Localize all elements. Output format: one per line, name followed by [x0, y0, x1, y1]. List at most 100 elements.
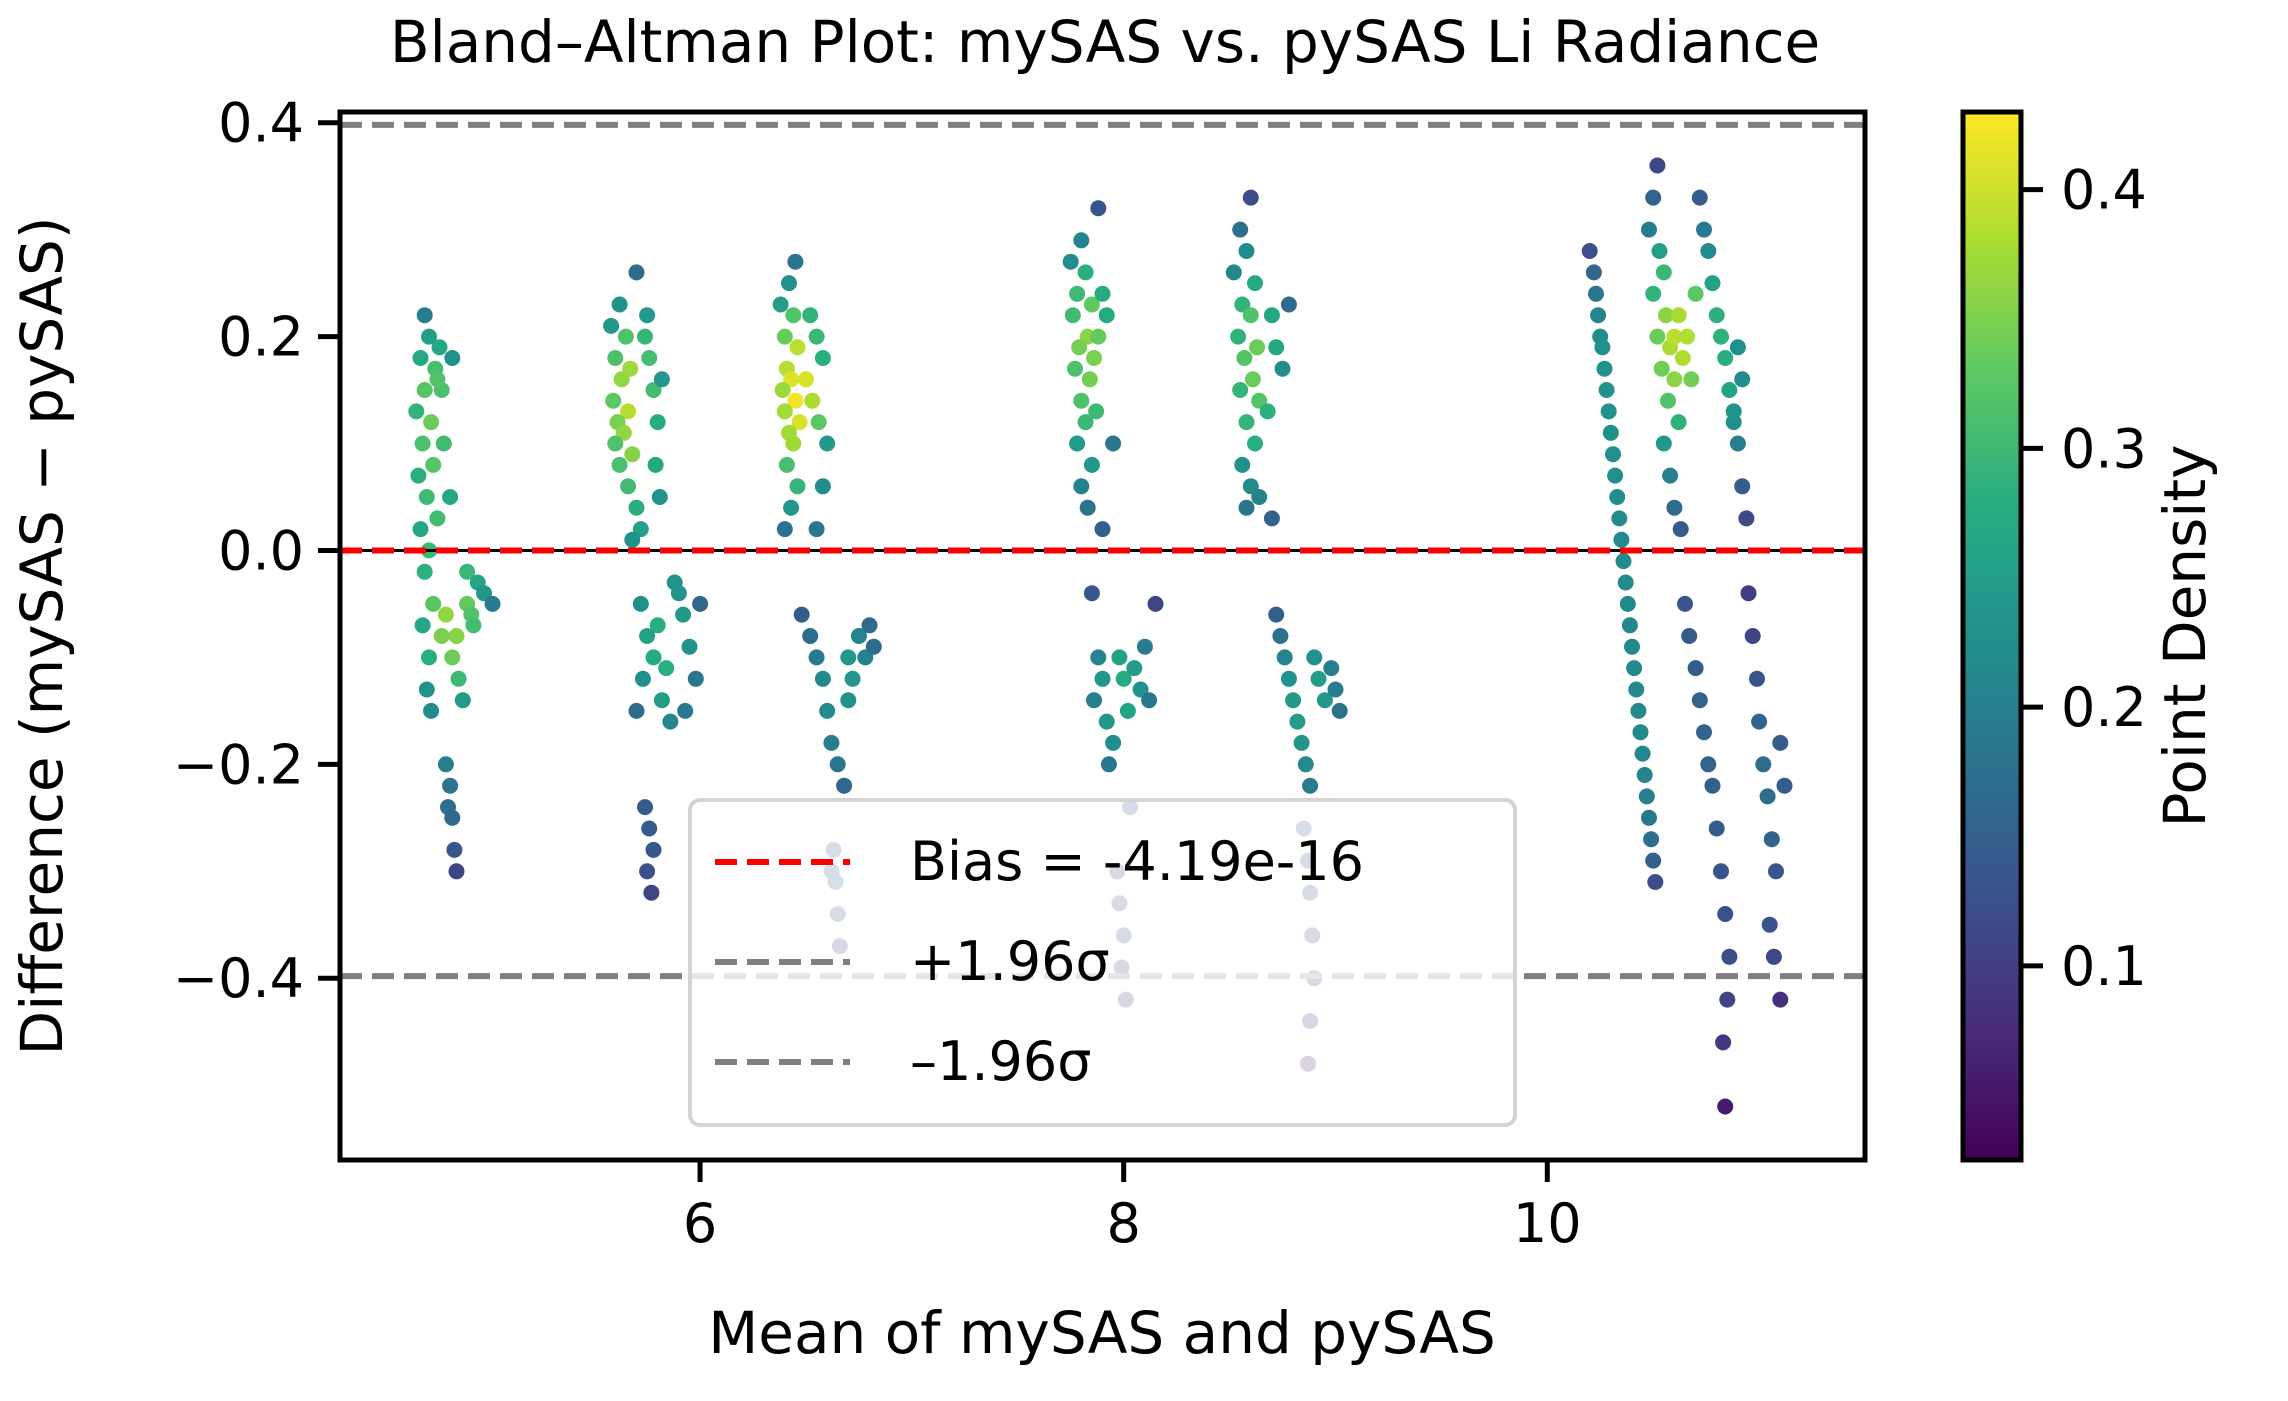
scatter-point	[1069, 435, 1086, 452]
x-axis-label: Mean of mySAS and pySAS	[708, 1299, 1496, 1367]
scatter-point	[1062, 253, 1079, 270]
scatter-point	[1083, 456, 1100, 473]
scatter-point	[1249, 339, 1266, 356]
scatter-point	[425, 456, 442, 473]
scatter-point	[1280, 670, 1297, 687]
scatter-point	[829, 756, 846, 773]
scatter-point	[1708, 820, 1725, 837]
scatter-point	[607, 350, 624, 366]
scatter-point	[1719, 991, 1736, 1008]
scatter-point	[1655, 435, 1672, 452]
scatter-point	[687, 670, 704, 687]
scatter-point	[1306, 649, 1323, 666]
scatter-point	[1600, 403, 1617, 420]
scatter-point	[1679, 328, 1696, 345]
legend-label-upper: +1.96σ	[910, 930, 1110, 993]
scatter-point	[412, 350, 429, 366]
scatter-point	[643, 884, 660, 901]
scatter-point	[442, 489, 459, 505]
scatter-point	[1776, 777, 1793, 794]
scatter-point	[783, 371, 800, 388]
scatter-point	[421, 328, 437, 345]
scatter-point	[620, 403, 637, 420]
scatter-point	[1310, 670, 1327, 687]
scatter-point	[1772, 991, 1789, 1008]
colorbar-tick-label: 0.1	[2061, 935, 2147, 998]
scatter-point	[639, 863, 656, 880]
scatter-point	[785, 435, 802, 452]
scatter-point	[772, 296, 789, 313]
scatter-point	[431, 339, 448, 356]
scatter-point	[1670, 307, 1687, 324]
y-axis-label: Difference (mySAS − pySAS)	[8, 217, 76, 1056]
scatter-point	[1619, 595, 1636, 612]
scatter-point	[433, 628, 450, 644]
scatter-point	[435, 435, 452, 452]
scatter-point	[1626, 660, 1643, 677]
colorbar-tick-label: 0.4	[2061, 159, 2147, 222]
scatter-point	[632, 595, 649, 612]
scatter-point	[645, 382, 662, 398]
scatter-point	[1653, 360, 1670, 377]
scatter-point	[1086, 350, 1102, 366]
scatter-point	[1615, 553, 1632, 570]
scatter-point	[1090, 649, 1107, 666]
scatter-point	[1272, 628, 1289, 644]
scatter-point	[802, 307, 819, 324]
scatter-point	[1621, 617, 1638, 634]
scatter-point	[1643, 831, 1660, 848]
scatter-point	[1268, 606, 1285, 623]
scatter-point	[1251, 392, 1268, 409]
scatter-point	[1713, 863, 1729, 880]
scatter-point	[444, 809, 461, 826]
x-tick-label: 10	[1513, 1192, 1582, 1255]
scatter-point	[1244, 371, 1261, 388]
scatter-point	[408, 403, 425, 420]
scatter-points	[408, 157, 1793, 1115]
scatter-point	[611, 296, 628, 313]
scatter-point	[840, 649, 857, 666]
colorbar-ticks: 0.4 0.3 0.2 0.1	[2021, 159, 2147, 998]
scatter-point	[1721, 948, 1738, 965]
scatter-point	[1734, 371, 1751, 388]
scatter-point	[414, 435, 431, 452]
scatter-point	[1136, 638, 1153, 655]
scatter-point	[634, 670, 651, 687]
scatter-point	[1666, 371, 1683, 388]
scatter-point	[620, 478, 637, 495]
scatter-point	[410, 467, 427, 484]
scatter-point	[1641, 221, 1657, 238]
scatter-point	[1067, 360, 1083, 377]
scatter-point	[808, 328, 825, 345]
scatter-point	[781, 275, 797, 292]
scatter-point	[418, 681, 435, 698]
scatter-point	[1094, 670, 1111, 687]
scatter-point	[857, 649, 874, 666]
scatter-point	[1331, 702, 1348, 719]
legend-label-bias: Bias = -4.19e-16	[910, 830, 1364, 893]
scatter-point	[632, 521, 649, 538]
scatter-point	[1755, 756, 1772, 773]
scatter-point	[1696, 724, 1712, 741]
scatter-point	[1088, 403, 1105, 420]
scatter-point	[1681, 628, 1698, 644]
scatter-point	[1761, 916, 1778, 933]
scatter-point	[617, 328, 634, 345]
scatter-point	[1094, 285, 1111, 302]
scatter-point	[1079, 499, 1096, 516]
scatter-point	[645, 841, 662, 858]
scatter-point	[1611, 510, 1628, 527]
scatter-point	[1069, 285, 1086, 302]
scatter-point	[1651, 243, 1668, 259]
y-axis: 0.4 0.2 0.0 −0.2 −0.4	[173, 92, 340, 1010]
x-tick-label: 6	[683, 1192, 717, 1255]
scatter-point	[802, 628, 819, 644]
scatter-point	[1609, 489, 1626, 505]
scatter-point	[484, 595, 501, 612]
scatter-point	[628, 702, 645, 719]
scatter-point	[1327, 681, 1344, 698]
scatter-point	[1638, 788, 1655, 805]
scatter-point	[442, 777, 459, 794]
scatter-point	[787, 392, 804, 409]
